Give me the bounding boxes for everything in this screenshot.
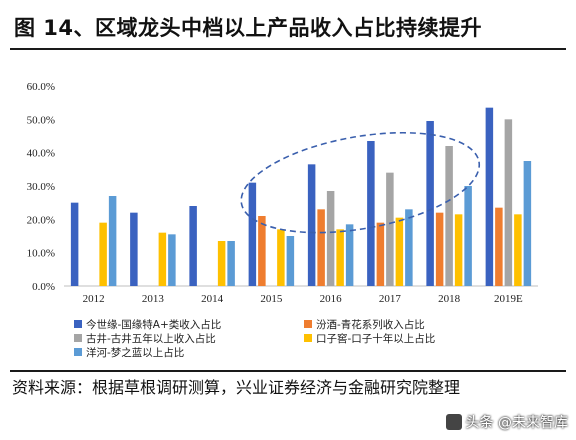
x-tick-label: 2016 — [320, 293, 343, 305]
watermark: 头条 @未来智库 — [445, 412, 568, 432]
bar-4-3 — [336, 229, 344, 286]
bar-6-2 — [445, 146, 453, 286]
bar-0-0 — [70, 202, 79, 286]
y-tick-label: 0.0% — [32, 281, 55, 293]
x-tick-label: 2015 — [260, 293, 283, 305]
bar-0-3 — [99, 222, 107, 286]
bar-7-0 — [485, 107, 494, 287]
x-tick-label: 2012 — [83, 293, 105, 305]
bar-4-1 — [317, 209, 325, 286]
bar-7-2 — [504, 119, 513, 286]
y-tick-label: 40.0% — [27, 148, 55, 160]
bar-0-4 — [108, 196, 117, 286]
x-tick-label: 2013 — [142, 293, 165, 305]
bar-6-1 — [435, 212, 444, 286]
legend-swatch-1 — [304, 320, 312, 328]
bar-6-3 — [454, 214, 463, 286]
bar-3-0 — [248, 182, 257, 286]
bar-5-0 — [367, 141, 375, 286]
bar-5-1 — [376, 222, 385, 286]
bar-2-3 — [217, 241, 226, 286]
bar-7-1 — [495, 207, 503, 286]
source-rule — [10, 370, 566, 372]
bar-5-3 — [395, 217, 404, 286]
legend-swatch-3 — [304, 334, 312, 342]
bar-chart: 0.0% 10.0% 20.0% 30.0% 40.0% 50.0% 60.0% 2012 20… — [27, 81, 538, 359]
legend-swatch-2 — [74, 334, 82, 342]
bar-3-1 — [258, 216, 266, 286]
x-tick-label: 2018 — [438, 293, 461, 305]
legend-label-4: 洋河-梦之蓝以上占比 — [86, 346, 184, 359]
x-tick-label: 2019E — [494, 293, 523, 305]
legend-swatch-0 — [74, 320, 82, 328]
toutiao-logo-icon — [445, 414, 462, 430]
figure-title: 图 14、区域龙头中档以上产品收入占比持续提升 — [14, 16, 483, 40]
watermark-text: 头条 @未来智库 — [465, 415, 568, 431]
highlight-ellipse — [240, 131, 481, 234]
bar-3-3 — [277, 229, 285, 286]
y-tick-label: 10.0% — [27, 248, 55, 260]
bar-5-2 — [386, 172, 394, 286]
bar-5-4 — [405, 209, 413, 286]
bar-1-4 — [168, 234, 176, 286]
legend-swatch-4 — [74, 348, 82, 356]
bar-4-2 — [326, 191, 335, 286]
y-tick-label: 20.0% — [27, 214, 55, 226]
bar-7-4 — [523, 161, 532, 286]
x-tick-label: 2017 — [379, 293, 402, 305]
title-rule — [10, 48, 566, 50]
legend-label-2: 古井-古井五年以上收入占比 — [86, 332, 216, 345]
bar-4-4 — [345, 224, 354, 286]
legend-label-0: 今世缘-国缘特A+类收入占比 — [86, 318, 221, 331]
legend-label-1: 汾酒-青花系列收入占比 — [316, 318, 425, 331]
bar-7-3 — [514, 214, 522, 286]
bar-2-0 — [189, 206, 197, 286]
bar-3-4 — [286, 236, 295, 286]
y-tick-label: 50.0% — [27, 114, 55, 126]
bar-4-0 — [307, 164, 316, 286]
y-tick-label: 60.0% — [27, 81, 55, 93]
source-note: 资料来源：根据草根调研测算，兴业证券经济与金融研究院整理 — [12, 378, 461, 397]
y-tick-label: 30.0% — [27, 181, 55, 193]
bar-2-4 — [227, 241, 235, 286]
bar-6-4 — [464, 186, 472, 286]
bar-6-0 — [426, 121, 434, 286]
legend-label-3: 口子窖-口子十年以上占比 — [316, 332, 435, 345]
x-tick-label: 2014 — [201, 293, 224, 305]
bar-1-3 — [158, 232, 167, 286]
bar-1-0 — [130, 212, 138, 286]
